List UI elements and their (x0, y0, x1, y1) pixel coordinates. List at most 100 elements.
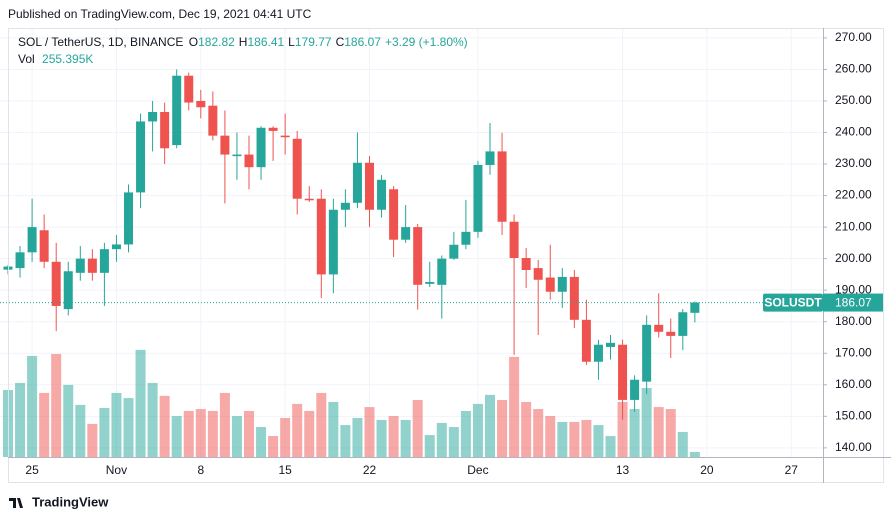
candle-body (449, 244, 459, 259)
volume-bar (460, 410, 471, 457)
y-tick-label: 200.00 (835, 251, 872, 265)
volume-bar (665, 409, 676, 457)
legend-value: 186.07 (344, 35, 381, 49)
volume-bar (195, 409, 206, 457)
candle-body (557, 276, 567, 292)
volume-bar (436, 422, 447, 457)
brand-name: TradingView (32, 494, 109, 509)
candle-body (365, 162, 374, 210)
y-tick-label: 230.00 (835, 156, 872, 170)
y-tick-label: 210.00 (835, 219, 872, 233)
candle-body (99, 249, 109, 273)
volume-bar (533, 409, 544, 457)
candle-body (630, 379, 640, 400)
x-tick-label: Dec (467, 463, 488, 477)
volume-title: Vol (18, 52, 35, 66)
volume-bar (63, 384, 74, 457)
grid (0, 28, 823, 457)
y-tick-label: 260.00 (835, 62, 872, 76)
legend-value: 186.41 (247, 35, 285, 49)
candle-body (75, 258, 85, 273)
candle-body (389, 189, 399, 240)
candle-body (497, 151, 507, 222)
candle-body (401, 227, 411, 240)
candle-body (268, 127, 278, 131)
candle-body (461, 231, 471, 245)
price-tag (823, 293, 883, 312)
candle-body (124, 192, 133, 245)
volume-bar (424, 435, 435, 457)
candle-body (256, 127, 266, 168)
legend-value: 182.82 (198, 35, 235, 49)
candle-body (280, 135, 290, 138)
y-tick-label: 160.00 (835, 377, 872, 391)
legend-key: O (188, 35, 199, 49)
candle-body (136, 121, 146, 193)
volume-bar (39, 392, 50, 457)
candle-body (51, 261, 61, 306)
candle-body (87, 258, 97, 273)
legend-title: SOL / TetherUS, 1D, BINANCE (18, 35, 184, 49)
volume-bar (569, 421, 580, 457)
y-tick-label: 220.00 (835, 188, 872, 202)
logo-icon (9, 498, 23, 508)
brand-logo: TradingView (9, 494, 109, 509)
candle-body (340, 202, 350, 210)
chart-frame (8, 28, 884, 483)
candle-body (473, 164, 483, 232)
volume-bar (485, 394, 495, 457)
symbol-tag (763, 293, 823, 312)
legend-key: L (288, 35, 295, 49)
volume-bar (183, 410, 194, 457)
volume-bar (328, 401, 339, 457)
volume-bar (557, 421, 568, 457)
volume-bar (641, 388, 652, 457)
candle-body (642, 324, 652, 382)
y-tick-label: 270.00 (835, 30, 872, 44)
y-tick-label: 180.00 (835, 314, 872, 328)
legend-row: Vol 255.395K (18, 51, 472, 68)
candle-body (618, 344, 628, 400)
candle-body (316, 198, 326, 275)
legend-row: SOL / TetherUS, 1D, BINANCE O182.82 H186.… (18, 34, 472, 51)
volume-bar (545, 416, 556, 457)
candle-body (654, 324, 664, 332)
volume-bar (268, 436, 279, 457)
volume-value: 255.395K (42, 52, 94, 66)
volume-bar (376, 419, 387, 457)
volume-bar (352, 418, 363, 457)
candle-body (15, 252, 25, 269)
candle-body (485, 151, 495, 165)
candle-body (111, 244, 121, 250)
candle-body (413, 227, 423, 285)
legend-key: C (335, 35, 345, 49)
volume-bar (87, 423, 98, 457)
candle-body (509, 221, 519, 259)
volume-bar (689, 451, 700, 457)
volume-bar (448, 427, 459, 457)
volume-bar (581, 419, 592, 457)
candle-body (63, 271, 73, 310)
volume-bar (15, 382, 26, 457)
candle-body (292, 138, 302, 199)
legend: SOL / TetherUS, 1D, BINANCE O182.82 H186.… (18, 34, 472, 68)
candle-body (606, 342, 615, 347)
volume-bar (340, 425, 351, 457)
candle-body (27, 227, 37, 253)
candle-body (437, 258, 447, 285)
y-tick-label: 150.00 (835, 408, 872, 422)
candle-body (581, 319, 591, 362)
y-tick-label: 140.00 (835, 440, 872, 454)
volume-bar (521, 401, 532, 457)
x-tick-label: Nov (106, 463, 127, 477)
candle-body (184, 75, 194, 103)
volume-bar (497, 400, 508, 457)
x-tick-label: 27 (785, 463, 799, 477)
legend-key: H (238, 35, 248, 49)
volume-bar (412, 400, 423, 457)
candle-body (208, 105, 218, 136)
x-tick-label: 25 (25, 463, 39, 477)
volume-bar (593, 425, 604, 457)
legend-change: +3.29 (+1.80%) (384, 35, 468, 49)
